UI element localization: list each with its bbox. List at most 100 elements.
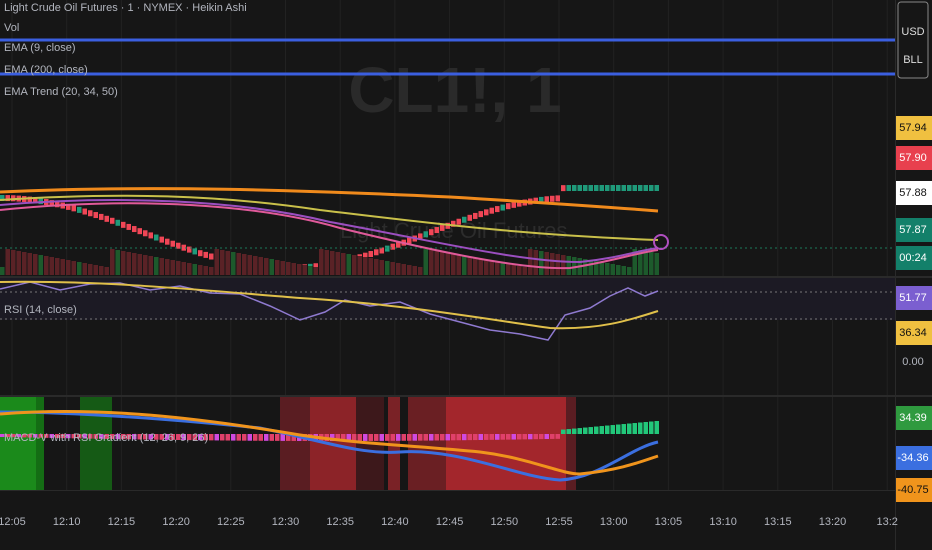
histogram-bar (291, 434, 296, 441)
histogram-bar (528, 434, 533, 440)
histogram-bar (511, 434, 516, 440)
histogram-bar (407, 434, 412, 441)
candle (313, 263, 318, 270)
histogram-bar (187, 434, 192, 441)
time-label: 12:10 (53, 516, 81, 528)
histogram-bar (484, 434, 489, 440)
legend-label: MACD-V with RSI Gradient (12, 26, 9, 26) (4, 432, 208, 444)
histogram-bar (170, 434, 175, 440)
price-label: 57.88 (899, 187, 927, 199)
candle (627, 185, 632, 191)
candle (121, 221, 126, 228)
rsi-ma (0, 280, 659, 330)
time-label: 13:15 (764, 516, 792, 528)
candle (159, 236, 164, 243)
histogram-bar (280, 434, 285, 441)
histogram-bar (209, 434, 214, 441)
price-label-box (896, 478, 932, 502)
volume-bar (247, 255, 252, 275)
volume-bar (374, 259, 379, 275)
legends: Light Crude Oil Futures · 1 · NYMEX · He… (4, 2, 247, 444)
volume-bar (407, 265, 412, 275)
volume-bar (352, 255, 357, 275)
volume-bar (16, 251, 21, 275)
volume-bar (654, 253, 659, 275)
volume-bar (60, 259, 65, 275)
volume-bar (275, 260, 280, 275)
time-label: 12:35 (326, 516, 354, 528)
candle (566, 185, 571, 192)
histogram-bar (203, 434, 208, 441)
volume-bar (99, 266, 104, 275)
price-label-box (896, 181, 932, 205)
ema-200 (0, 187, 659, 213)
histogram-bar (561, 429, 566, 434)
histogram-bar (88, 434, 93, 439)
histogram-bar (566, 429, 571, 434)
volume-bar (583, 259, 588, 275)
volume-bar (335, 252, 340, 275)
histogram-bar (610, 425, 615, 434)
legend-label: Vol (4, 22, 19, 34)
unit[interactable]: BLL (903, 54, 923, 66)
histogram-bar (462, 434, 467, 441)
candle (423, 231, 428, 238)
histogram-bar (456, 434, 461, 441)
histogram-bar (66, 434, 71, 439)
histogram-bar (286, 434, 291, 441)
volume-bar (88, 264, 93, 275)
candle (77, 206, 82, 213)
volume-bar (143, 255, 148, 275)
time-label: 13:00 (600, 516, 628, 528)
candle (588, 185, 593, 191)
candle (456, 218, 461, 225)
candle (165, 238, 170, 245)
candle (583, 185, 588, 191)
histogram-bar (434, 434, 439, 441)
volume-bar (412, 266, 417, 275)
histogram-bar (627, 423, 632, 434)
histogram-bar (60, 434, 65, 439)
histogram-bar (632, 423, 637, 434)
candle (368, 251, 373, 258)
volume-bar (396, 263, 401, 275)
volume-bar (49, 257, 54, 275)
candle (363, 252, 368, 259)
candle (49, 200, 54, 207)
currency[interactable]: USD (901, 26, 924, 38)
histogram-bar (429, 434, 434, 441)
volume-bar (319, 249, 324, 275)
volume-bar (214, 249, 219, 275)
histogram-bar (121, 434, 126, 440)
price-label: 51.77 (899, 292, 927, 304)
volume-bar (176, 261, 181, 275)
volume-bar (467, 257, 472, 275)
volume-bar (638, 250, 643, 275)
currency-box[interactable] (897, 1, 929, 79)
price-label: 0.00 (902, 356, 923, 368)
volume-bar (484, 260, 489, 275)
pane-separator (0, 276, 932, 278)
price-label-box (896, 218, 932, 242)
volume-bar (291, 263, 296, 275)
histogram-bar (264, 434, 269, 441)
volume-bar (44, 256, 49, 275)
volume-bar (561, 255, 566, 275)
volume-bar (489, 261, 494, 275)
candle (621, 185, 626, 191)
histogram-bar (500, 434, 505, 440)
legend-label: EMA Trend (20, 34, 50) (4, 86, 118, 98)
histogram-bar (440, 434, 445, 441)
histogram-bar (176, 434, 181, 440)
histogram-bar (148, 434, 153, 440)
histogram-bar (363, 434, 368, 441)
histogram-bar (522, 434, 527, 440)
volume-bar (225, 251, 230, 275)
candle (66, 203, 71, 210)
histogram-bar (330, 434, 335, 441)
price-label: -40.75 (897, 484, 928, 496)
candle (440, 224, 445, 231)
price-label-box (896, 116, 932, 140)
volume-bar (500, 263, 505, 275)
volume-bar (621, 266, 626, 275)
